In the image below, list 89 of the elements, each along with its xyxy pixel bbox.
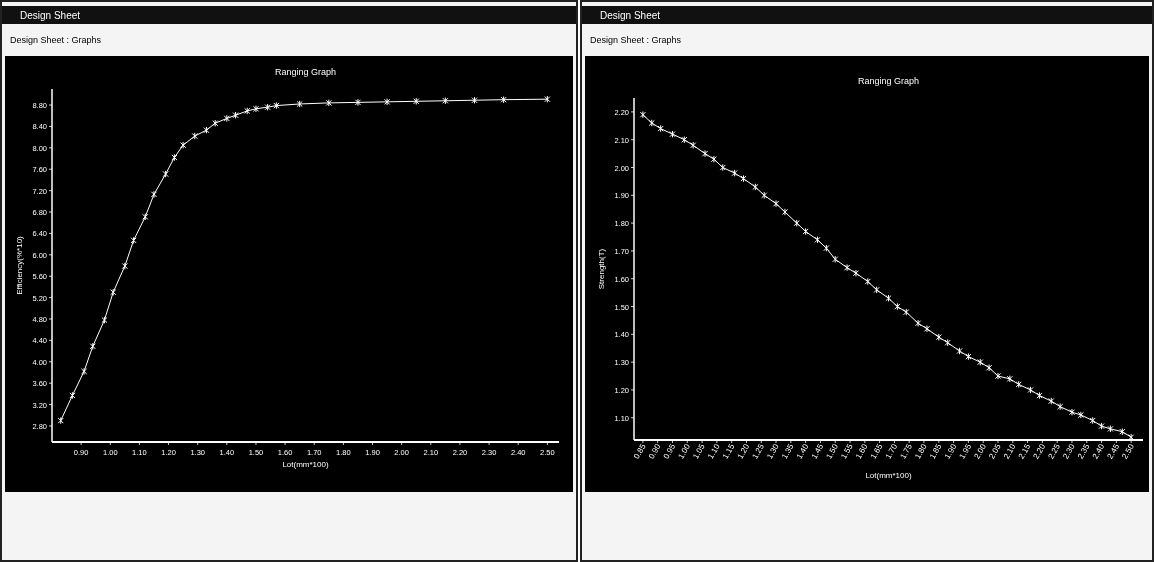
point — [823, 244, 830, 252]
point — [500, 96, 507, 104]
point — [191, 132, 198, 140]
point — [894, 302, 901, 311]
text: Design Sheet — [20, 10, 81, 21]
point — [69, 391, 76, 400]
point — [101, 316, 108, 324]
point — [150, 190, 158, 199]
point — [80, 367, 88, 376]
text: Design Sheet : Graphs — [10, 35, 102, 45]
point — [1057, 402, 1064, 411]
point — [956, 347, 963, 355]
point — [1036, 391, 1043, 400]
point — [354, 98, 362, 107]
point — [873, 286, 880, 294]
point — [180, 141, 187, 149]
point — [1006, 375, 1013, 383]
point — [793, 219, 800, 227]
chart-title: Ranging Graph — [274, 67, 337, 77]
point — [740, 174, 747, 183]
point — [935, 333, 942, 341]
point — [977, 358, 984, 366]
point — [648, 119, 655, 127]
point — [1027, 386, 1034, 394]
point — [1077, 411, 1084, 419]
point — [994, 372, 1002, 380]
point — [701, 149, 709, 158]
point — [252, 105, 260, 113]
point — [914, 319, 922, 327]
point — [832, 255, 839, 263]
point — [121, 262, 128, 270]
point — [325, 99, 332, 107]
point — [1048, 397, 1055, 405]
point — [843, 263, 851, 272]
point — [264, 103, 271, 111]
point — [814, 236, 821, 244]
point — [1098, 422, 1105, 430]
point — [212, 119, 219, 127]
point — [1015, 380, 1022, 389]
point — [383, 98, 391, 106]
point — [903, 308, 910, 316]
point — [885, 294, 892, 302]
point — [413, 97, 420, 105]
point — [781, 208, 789, 216]
point — [296, 100, 303, 108]
point — [1068, 408, 1076, 416]
point — [802, 227, 809, 236]
point — [864, 277, 871, 286]
point — [442, 97, 449, 105]
text: Design Sheet — [600, 10, 661, 21]
y-axis-title: Strength(T) — [597, 248, 606, 290]
point — [232, 111, 239, 119]
point — [223, 114, 230, 123]
chart-title: Ranging Graph — [857, 76, 920, 86]
point — [471, 96, 478, 104]
point — [710, 155, 717, 163]
point — [681, 136, 688, 144]
point — [89, 342, 96, 350]
point — [852, 269, 860, 277]
point — [130, 236, 137, 245]
point — [1107, 425, 1114, 433]
point — [752, 183, 759, 191]
point — [57, 416, 64, 425]
point — [544, 95, 551, 103]
x-axis-title: Lot(mm*100) — [865, 471, 912, 480]
point — [986, 364, 993, 372]
text: Design Sheet : Graphs — [590, 35, 682, 45]
point — [731, 169, 738, 177]
point — [110, 288, 117, 296]
point — [965, 352, 972, 361]
point — [944, 338, 951, 347]
point — [162, 170, 169, 178]
point — [244, 107, 251, 115]
point — [923, 325, 931, 333]
point — [719, 163, 726, 172]
point — [142, 213, 149, 221]
point — [1089, 416, 1096, 425]
point — [761, 191, 768, 200]
point — [669, 130, 676, 138]
point — [273, 101, 280, 110]
point — [690, 141, 697, 149]
point — [772, 199, 780, 208]
point — [639, 110, 646, 119]
point — [657, 124, 664, 133]
point — [203, 126, 210, 134]
point — [1119, 427, 1126, 436]
y-axis-title: Efficiency(%*10) — [15, 235, 24, 295]
x-axis-title: Lot(mm*100) — [282, 460, 329, 469]
point — [171, 153, 178, 162]
